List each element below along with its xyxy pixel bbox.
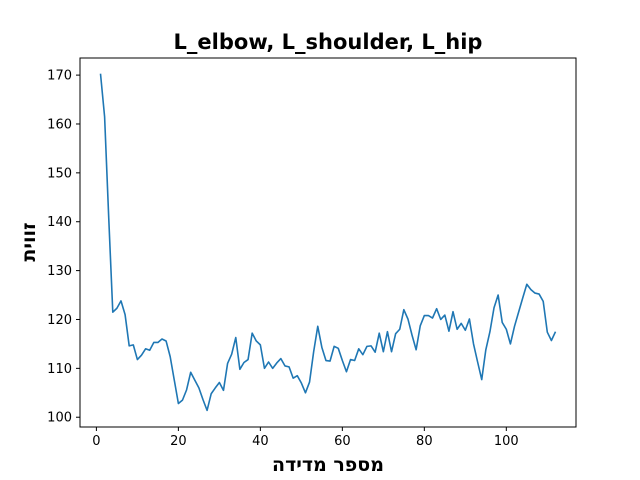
x-axis-label: מספר מדידה	[272, 454, 384, 476]
y-tick-label: 170	[47, 69, 72, 84]
chart-title: L_elbow, L_shoulder, L_hip	[174, 30, 483, 54]
y-tick-label: 160	[47, 117, 72, 132]
y-tick-label: 100	[47, 411, 72, 426]
x-tick-label: 40	[252, 434, 269, 449]
y-tick-label: 120	[47, 313, 72, 328]
y-axis-label: זווית	[18, 222, 40, 261]
y-tick-label: 150	[47, 166, 72, 181]
plot-area	[99, 73, 557, 412]
x-tick-label: 0	[92, 434, 100, 449]
series-line-0	[99, 73, 557, 412]
y-tick-label: 140	[47, 215, 72, 230]
x-tick-label: 20	[170, 434, 187, 449]
y-tick-label: 130	[47, 264, 72, 279]
y-tick-label: 110	[47, 362, 72, 377]
x-tick-label: 60	[334, 434, 351, 449]
plot-frame	[79, 57, 577, 428]
x-tick-label: 100	[494, 434, 519, 449]
y-axis-ticks: 100 110 120 130 140 150 160 170	[47, 69, 80, 426]
x-axis-ticks: 0 20 40 60 80 100	[92, 427, 519, 449]
x-tick-label: 80	[416, 434, 433, 449]
